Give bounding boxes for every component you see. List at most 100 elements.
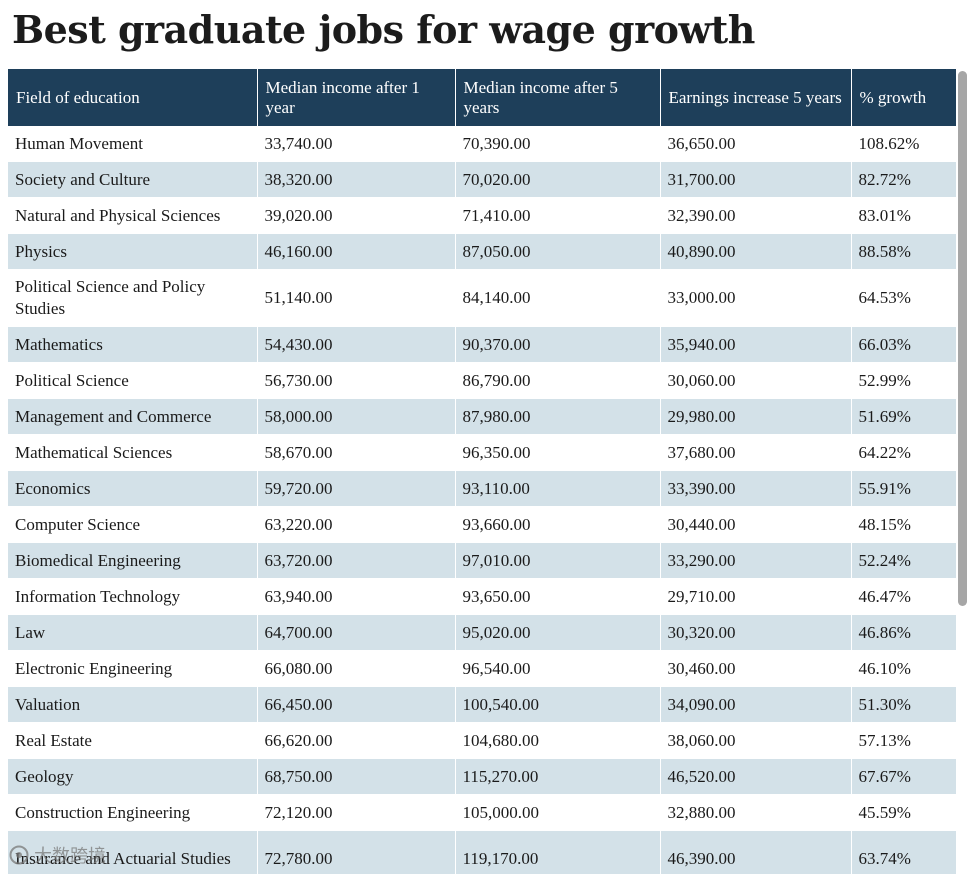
value-cell: 93,660.00 xyxy=(455,506,661,543)
value-cell: 33,390.00 xyxy=(660,470,852,507)
watermark-text: 大数跨境 xyxy=(34,846,106,867)
data-table: Field of education Median income after 1… xyxy=(8,69,956,874)
field-of-education-cell: Insurance and Actuarial Studies xyxy=(8,830,258,874)
value-cell: 108.62% xyxy=(851,126,956,162)
field-of-education-cell: Natural and Physical Sciences xyxy=(8,197,258,234)
value-cell: 87,050.00 xyxy=(455,233,661,270)
value-cell: 46.47% xyxy=(851,578,956,615)
table-row: Mathematical Sciences 58,670.00 96,350.00 3… xyxy=(8,434,956,471)
value-cell: 33,290.00 xyxy=(660,542,852,579)
table-row: Electronic Engineering 66,080.00 96,540.00… xyxy=(8,650,956,687)
value-cell: 45.59% xyxy=(851,794,956,831)
column-header: Earnings increase 5 years xyxy=(660,69,852,126)
table-row: Biomedical Engineering 63,720.00 97,010.00… xyxy=(8,542,956,579)
value-cell: 46,160.00 xyxy=(257,233,456,270)
value-cell: 39,020.00 xyxy=(257,197,456,234)
field-of-education-cell: Society and Culture xyxy=(8,161,258,198)
field-of-education-cell: Electronic Engineering xyxy=(8,650,258,687)
value-cell: 46.10% xyxy=(851,650,956,687)
table-row: Mathematics 54,430.00 90,370.00 35,940.00 66… xyxy=(8,326,956,363)
field-of-education-cell: Physics xyxy=(8,233,258,270)
table-row: Construction Engineering 72,120.00 105,000… xyxy=(8,794,956,831)
table-row: Valuation 66,450.00 100,540.00 34,090.00 51.… xyxy=(8,686,956,723)
value-cell: 64.53% xyxy=(851,269,956,327)
value-cell: 72,120.00 xyxy=(257,794,456,831)
value-cell: 40,890.00 xyxy=(660,233,852,270)
column-header: % growth xyxy=(851,69,956,126)
table-row: Human Movement 33,740.00 70,390.00 36,650.0… xyxy=(8,126,956,162)
value-cell: 71,410.00 xyxy=(455,197,661,234)
field-of-education-cell: Geology xyxy=(8,758,258,795)
column-header: Median income after 1 year xyxy=(257,69,456,126)
value-cell: 51.30% xyxy=(851,686,956,723)
value-cell: 63.74% xyxy=(851,830,956,874)
value-cell: 54,430.00 xyxy=(257,326,456,363)
vertical-scrollbar[interactable] xyxy=(958,71,967,606)
value-cell: 32,390.00 xyxy=(660,197,852,234)
field-of-education-cell: Management and Commerce xyxy=(8,398,258,435)
watermark: 大数跨境 xyxy=(8,842,106,868)
value-cell: 66,450.00 xyxy=(257,686,456,723)
value-cell: 63,720.00 xyxy=(257,542,456,579)
field-of-education-cell: Mathematical Sciences xyxy=(8,434,258,471)
field-of-education-cell: Human Movement xyxy=(8,126,258,162)
table-row: Society and Culture 38,320.00 70,020.00 31,… xyxy=(8,161,956,198)
value-cell: 88.58% xyxy=(851,233,956,270)
value-cell: 30,460.00 xyxy=(660,650,852,687)
table-row: Political Science and Policy Studies 51,1… xyxy=(8,269,956,327)
value-cell: 95,020.00 xyxy=(455,614,661,651)
value-cell: 70,390.00 xyxy=(455,126,661,162)
value-cell: 93,650.00 xyxy=(455,578,661,615)
value-cell: 34,090.00 xyxy=(660,686,852,723)
value-cell: 38,060.00 xyxy=(660,722,852,759)
value-cell: 48.15% xyxy=(851,506,956,543)
value-cell: 63,940.00 xyxy=(257,578,456,615)
field-of-education-cell: Law xyxy=(8,614,258,651)
value-cell: 52.24% xyxy=(851,542,956,579)
value-cell: 87,980.00 xyxy=(455,398,661,435)
value-cell: 59,720.00 xyxy=(257,470,456,507)
value-cell: 33,000.00 xyxy=(660,269,852,327)
value-cell: 105,000.00 xyxy=(455,794,661,831)
value-cell: 29,980.00 xyxy=(660,398,852,435)
table-row: Real Estate 66,620.00 104,680.00 38,060.00 5… xyxy=(8,722,956,759)
field-of-education-cell: Political Science and Policy Studies xyxy=(8,269,258,327)
column-header: Field of education xyxy=(8,69,258,126)
value-cell: 36,650.00 xyxy=(660,126,852,162)
value-cell: 66,080.00 xyxy=(257,650,456,687)
value-cell: 57.13% xyxy=(851,722,956,759)
value-cell: 30,060.00 xyxy=(660,362,852,399)
chart-title: Best graduate jobs for wage growth xyxy=(12,7,755,52)
header-row: Field of education Median income after 1… xyxy=(8,69,956,126)
value-cell: 82.72% xyxy=(851,161,956,198)
value-cell: 55.91% xyxy=(851,470,956,507)
table-row: Information Technology 63,940.00 93,650.00… xyxy=(8,578,956,615)
value-cell: 70,020.00 xyxy=(455,161,661,198)
field-of-education-cell: Real Estate xyxy=(8,722,258,759)
value-cell: 104,680.00 xyxy=(455,722,661,759)
value-cell: 30,320.00 xyxy=(660,614,852,651)
table-row: Physics 46,160.00 87,050.00 40,890.00 88.58% xyxy=(8,233,956,270)
value-cell: 56,730.00 xyxy=(257,362,456,399)
table-row: Natural and Physical Sciences 39,020.00 71… xyxy=(8,197,956,234)
field-of-education-cell: Political Science xyxy=(8,362,258,399)
value-cell: 115,270.00 xyxy=(455,758,661,795)
value-cell: 51.69% xyxy=(851,398,956,435)
value-cell: 93,110.00 xyxy=(455,470,661,507)
value-cell: 90,370.00 xyxy=(455,326,661,363)
field-of-education-cell: Information Technology xyxy=(8,578,258,615)
field-of-education-cell: Biomedical Engineering xyxy=(8,542,258,579)
value-cell: 119,170.00 xyxy=(455,830,661,874)
field-of-education-cell: Valuation xyxy=(8,686,258,723)
watermark-logo-icon xyxy=(8,844,30,866)
table-row: Law 64,700.00 95,020.00 30,320.00 46.86% xyxy=(8,614,956,651)
value-cell: 86,790.00 xyxy=(455,362,661,399)
table-container[interactable]: Field of education Median income after 1… xyxy=(8,69,956,874)
value-cell: 96,350.00 xyxy=(455,434,661,471)
column-header: Median income after 5 years xyxy=(455,69,661,126)
value-cell: 100,540.00 xyxy=(455,686,661,723)
value-cell: 68,750.00 xyxy=(257,758,456,795)
table-row: Political Science 56,730.00 86,790.00 30,06… xyxy=(8,362,956,399)
value-cell: 33,740.00 xyxy=(257,126,456,162)
value-cell: 46.86% xyxy=(851,614,956,651)
